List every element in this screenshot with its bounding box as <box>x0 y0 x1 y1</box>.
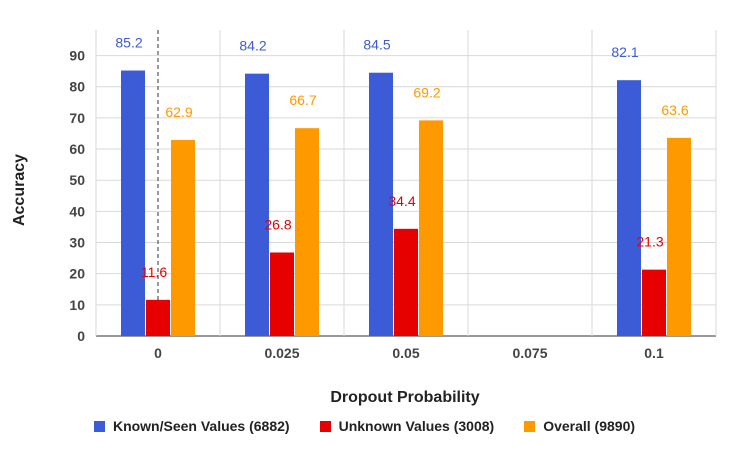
bar <box>245 73 269 337</box>
y-tick-label: 80 <box>69 79 85 95</box>
x-tick-label: 0.05 <box>392 345 419 361</box>
y-tick-label: 40 <box>69 203 85 219</box>
data-label: 82.1 <box>611 44 638 60</box>
data-labels: 85.2 84.2 84.5 82.1 11.6 26.8 34.4 21.3 62.9 66.7… <box>115 35 688 280</box>
x-axis-ticks: 0 0.025 0.05 0.075 0.1 <box>154 345 664 361</box>
y-tick-label: 60 <box>69 141 85 157</box>
y-tick-label: 90 <box>69 48 85 64</box>
y-tick-label: 20 <box>69 266 85 282</box>
data-label: 62.9 <box>165 104 192 120</box>
bars <box>121 70 691 337</box>
bar <box>295 128 319 336</box>
bar <box>617 80 641 336</box>
bar <box>394 228 418 336</box>
legend-swatch-overall <box>524 420 536 432</box>
data-label: 11.6 <box>141 264 167 280</box>
y-tick-label: 30 <box>69 235 85 251</box>
bar <box>146 299 170 336</box>
data-label: 63.6 <box>661 102 688 118</box>
y-tick-label: 50 <box>69 172 85 188</box>
x-axis-title: Dropout Probability <box>330 389 479 406</box>
legend-label-overall: Overall (9890) <box>543 418 636 434</box>
data-label: 69.2 <box>413 84 440 100</box>
bar <box>369 72 393 336</box>
y-tick-label: 10 <box>69 297 85 313</box>
bar <box>419 120 443 337</box>
bar <box>270 252 294 336</box>
data-label: 21.3 <box>636 234 663 250</box>
x-tick-label: 0.075 <box>512 345 547 361</box>
y-axis-ticks: 0 10 20 30 40 50 60 70 80 90 <box>69 48 85 344</box>
data-label: 66.7 <box>289 92 316 108</box>
x-tick-label: 0 <box>154 345 162 361</box>
data-label: 84.5 <box>363 37 390 53</box>
legend-swatch-known <box>93 420 105 432</box>
y-axis-title: Accuracy <box>11 154 28 226</box>
bar <box>171 140 195 336</box>
gridlines <box>95 30 717 337</box>
x-tick-label: 0.025 <box>264 345 299 361</box>
legend-item-overall: Overall (9890) <box>524 418 635 434</box>
legend: Known/Seen Values (6882) Unknown Values … <box>0 418 729 434</box>
legend-item-known: Known/Seen Values (6882) <box>93 418 290 434</box>
legend-item-unknown: Unknown Values (3008) <box>319 418 495 434</box>
bar <box>121 70 145 337</box>
data-label: 26.8 <box>264 216 291 232</box>
legend-swatch-unknown <box>319 420 331 432</box>
legend-label-known: Known/Seen Values (6882) <box>112 418 290 434</box>
y-tick-label: 0 <box>77 328 85 344</box>
bar <box>667 137 691 336</box>
data-label: 85.2 <box>115 35 142 51</box>
legend-label-unknown: Unknown Values (3008) <box>338 418 495 434</box>
data-label: 34.4 <box>388 193 415 209</box>
bar <box>642 269 666 336</box>
y-tick-label: 70 <box>69 110 85 126</box>
data-label: 84.2 <box>239 38 266 54</box>
bar-chart: 85.2 84.2 84.5 82.1 11.6 26.8 34.4 21.3 62.9 66.7… <box>11 30 717 406</box>
x-tick-label: 0.1 <box>644 345 664 361</box>
